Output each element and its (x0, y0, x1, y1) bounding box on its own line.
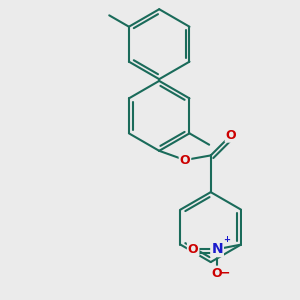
Text: O: O (226, 129, 236, 142)
Text: O: O (212, 267, 222, 280)
Text: −: − (220, 267, 231, 280)
Text: O: O (188, 243, 199, 256)
Text: N: N (211, 242, 223, 256)
Text: O: O (180, 154, 190, 166)
Text: +: + (223, 236, 230, 244)
